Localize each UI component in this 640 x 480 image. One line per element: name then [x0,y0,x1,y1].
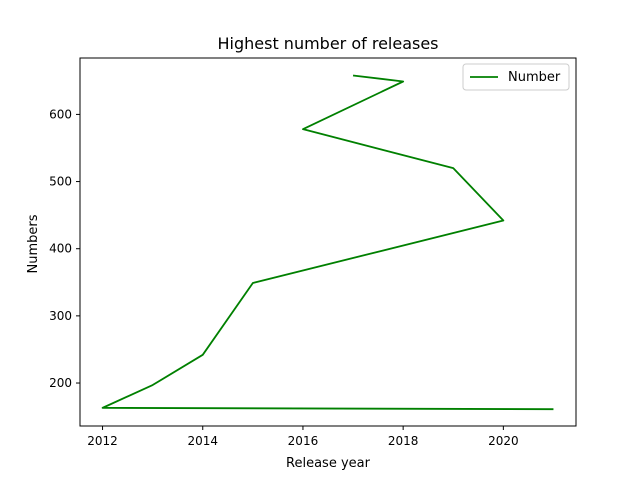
x-tick-label: 2020 [488,434,519,448]
axes-frame [79,57,577,427]
x-tick-label: 2016 [288,434,319,448]
plot-area: 2012 2014 2016 2018 2020 200 300 400 500 600 [49,57,577,448]
chart-title: Highest number of releases [217,34,438,53]
x-axis-label: Release year [286,456,371,471]
y-tick-label: 200 [49,376,72,390]
y-tick-label: 300 [49,309,72,323]
y-tick-label: 400 [49,242,72,256]
y-tick-label: 500 [49,175,72,189]
y-axis-label: Numbers [26,214,41,273]
legend-label-number: Number [508,70,561,85]
legend-frame [462,63,570,91]
x-tick-label: 2012 [87,434,118,448]
legend: Number [462,63,570,91]
series-line-number [101,74,554,411]
x-tick-label: 2014 [187,434,218,448]
y-tick-label: 600 [49,107,72,121]
x-tick-label: 2018 [388,434,419,448]
